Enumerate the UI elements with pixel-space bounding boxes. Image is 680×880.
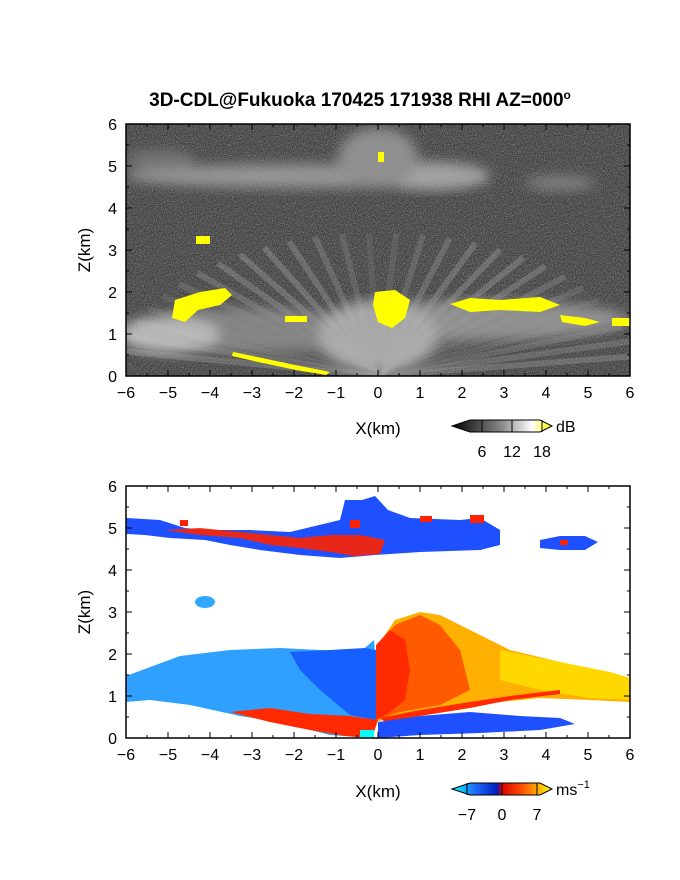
velocity-y-axis: 0 1 2 3 4 5 6 [108, 479, 630, 748]
colorbar-tick-label: 6 [478, 444, 487, 461]
colorbar-tick-label: 0 [498, 807, 507, 824]
chart-title: 3D-CDL@Fukuoka 170425 171938 RHI AZ=000o [149, 88, 571, 111]
velocity-x-tick-label: −4 [201, 747, 219, 764]
intensity-x-tick-label: −4 [201, 385, 219, 402]
intensity-y-tick-label: 3 [108, 243, 117, 260]
velocity-colorbar: −7 0 7 ms−1 [450, 779, 590, 824]
velocity-y-tick-label: 5 [108, 521, 117, 538]
velocity-x-tick-label: −1 [327, 747, 345, 764]
colorbar-tick-label: 7 [533, 807, 542, 824]
intensity-x-tick-label: 5 [584, 385, 593, 402]
intensity-x-tick-label: 6 [626, 385, 635, 402]
intensity-field [126, 124, 630, 376]
velocity-x-tick-label: −6 [117, 747, 135, 764]
intensity-x-tick-label: 4 [542, 385, 551, 402]
velocity-colorbar-ticks: −7 0 7 [458, 783, 542, 824]
velocity-x-tick-label: 5 [584, 747, 593, 764]
intensity-y-tick-label: 1 [108, 327, 117, 344]
velocity-x-label: X(km) [355, 782, 400, 801]
intensity-y-tick-label: 0 [108, 369, 117, 386]
intensity-x-tick-label: −2 [285, 385, 303, 402]
colorbar-tick-label: −7 [458, 807, 476, 824]
velocity-y-tick-label: 3 [108, 605, 117, 622]
velocity-x-tick-label: 0 [374, 747, 383, 764]
intensity-y-label: Z(km) [75, 228, 94, 272]
intensity-x-tick-label: 2 [458, 385, 467, 402]
intensity-x-axis: −6 −5 −4 −3 −2 −1 0 1 2 3 4 5 6 [117, 124, 635, 402]
beam-ray [126, 348, 379, 376]
velocity-y-tick-label: 6 [108, 479, 117, 496]
intensity-x-tick-label: −6 [117, 385, 135, 402]
velocity-x-tick-label: 2 [458, 747, 467, 764]
intensity-x-tick-label: 0 [374, 385, 383, 402]
velocity-x-tick-label: 1 [416, 747, 425, 764]
strong-echo-patches [172, 152, 630, 375]
intensity-y-tick-label: 5 [108, 159, 117, 176]
intensity-x-label: X(km) [355, 419, 400, 438]
intensity-y-tick-label: 2 [108, 285, 117, 302]
intensity-x-tick-label: 3 [500, 385, 509, 402]
beam-ray [377, 353, 630, 376]
intensity-y-axis: 0 1 2 3 4 5 6 [108, 117, 630, 386]
velocity-x-tick-label: −5 [159, 747, 177, 764]
intensity-y-tick-label: 6 [108, 117, 117, 134]
velocity-y-tick-label: 4 [108, 563, 117, 580]
velocity-x-tick-label: 4 [542, 747, 551, 764]
colorbar-tick-label: 12 [503, 444, 521, 461]
velocity-field [126, 486, 630, 738]
intensity-x-tick-label: −5 [159, 385, 177, 402]
colorbar-tick-label: 18 [533, 444, 551, 461]
velocity-y-label: Z(km) [75, 590, 94, 634]
velocity-y-tick-label: 1 [108, 689, 117, 706]
velocity-y-tick-label: 2 [108, 647, 117, 664]
title-degree: o [564, 88, 571, 102]
velocity-x-tick-label: 3 [500, 747, 509, 764]
velocity-y-tick-label: 0 [108, 731, 117, 748]
velocity-x-tick-label: −2 [285, 747, 303, 764]
intensity-colorbar-ticks: 6 12 18 [478, 420, 551, 461]
velocity-colorbar-unit-base: ms [556, 782, 577, 799]
beam-ray [377, 324, 623, 376]
velocity-colorbar-unit: ms−1 [556, 779, 590, 799]
intensity-x-tick-label: −3 [243, 385, 261, 402]
intensity-x-tick-label: −1 [327, 385, 345, 402]
velocity-x-tick-label: −3 [243, 747, 261, 764]
intensity-x-tick-label: 1 [416, 385, 425, 402]
velocity-x-tick-label: 6 [626, 747, 635, 764]
velocity-x-axis: −6 −5 −4 −3 −2 −1 0 1 2 3 4 5 6 [117, 486, 635, 764]
intensity-y-tick-label: 4 [108, 201, 117, 218]
intensity-colorbar: 6 12 18 dB [450, 419, 576, 461]
velocity-colorbar-unit-exp: −1 [577, 779, 590, 791]
intensity-colorbar-unit: dB [556, 419, 576, 436]
